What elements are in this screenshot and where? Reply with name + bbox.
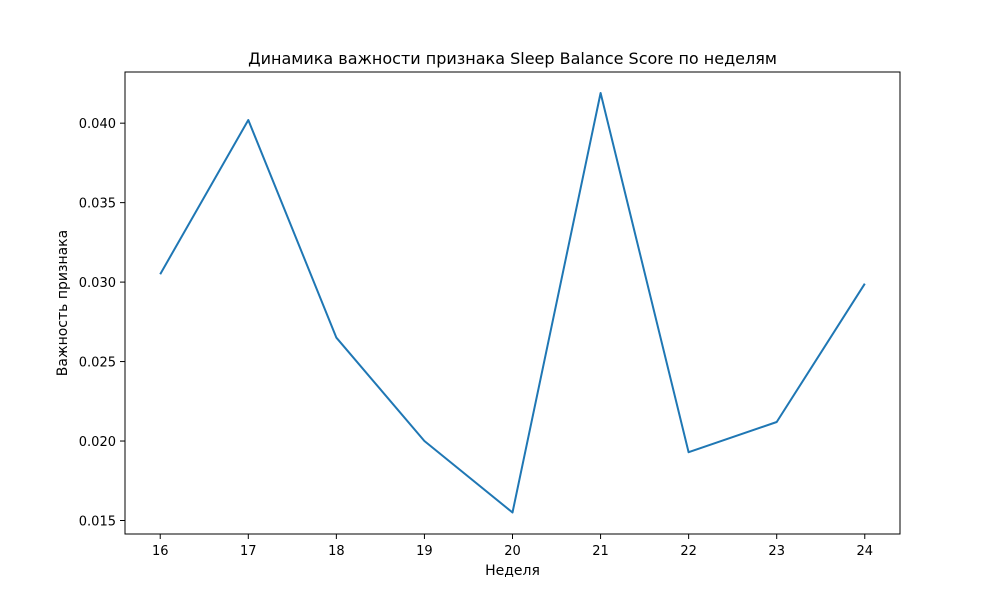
y-axis-label: Важность признака [55,230,71,376]
y-tick-label: 0.040 [79,117,116,132]
x-tick-label: 16 [152,544,169,559]
chart-title: Динамика важности признака Sleep Balance… [248,49,777,68]
y-axis: 0.015 0.020 0.025 0.030 0.035 0.040 [79,117,125,529]
y-tick-label: 0.025 [79,356,116,371]
plot-frame [124,71,901,535]
x-axis-label: Неделя [485,563,540,579]
x-axis: 16 17 18 19 20 21 22 23 24 [152,534,873,559]
y-tick-label: 0.030 [79,276,116,291]
y-tick-label: 0.035 [79,197,116,212]
x-tick-label: 24 [856,544,873,559]
x-tick-label: 20 [504,544,521,559]
plot-area: 16 17 18 19 20 21 22 23 24 0.0150.0200.0250.0300… [79,71,901,559]
y-tick-label: 0.020 [79,435,116,450]
x-tick-label: 21 [592,544,609,559]
x-tick-label: 18 [328,544,345,559]
series-line [159,92,866,514]
x-tick-label: 22 [680,544,697,559]
y-tick-label: 0.015 [79,514,116,529]
x-tick-label: 17 [240,544,257,559]
x-tick-label: 19 [416,544,433,559]
x-tick-label: 23 [768,544,785,559]
